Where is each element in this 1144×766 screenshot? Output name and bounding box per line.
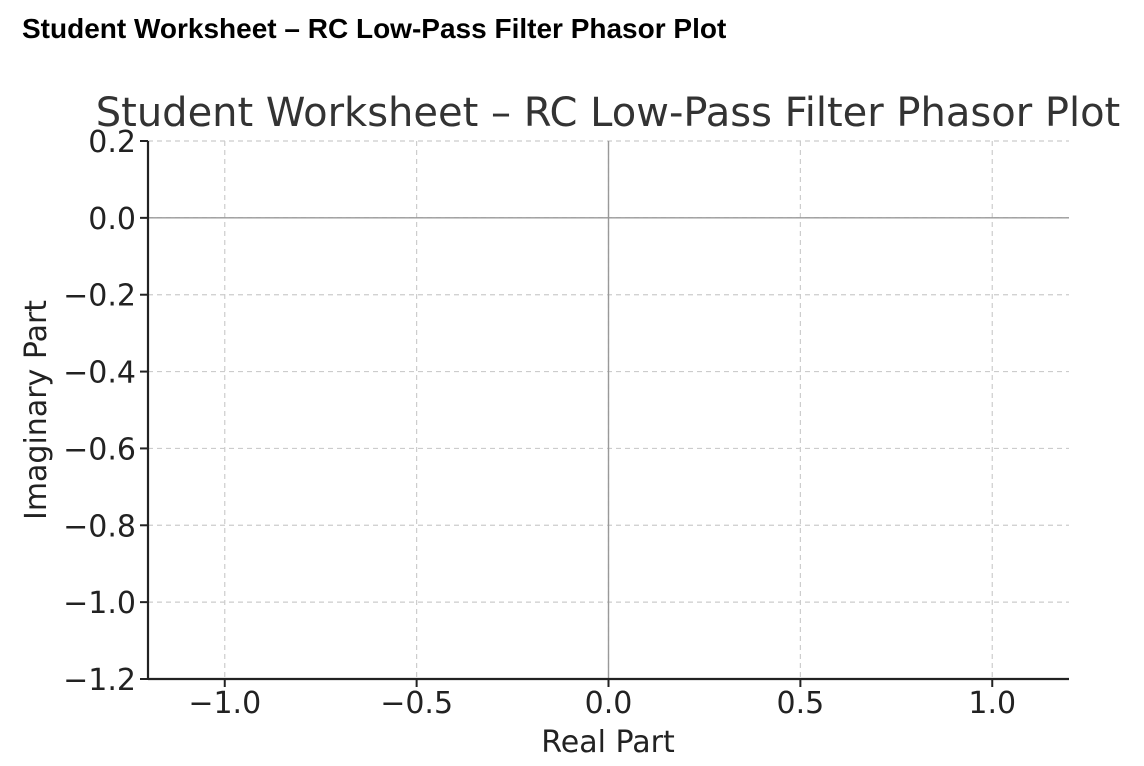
x-tick-labels: −1.0 −0.5 0.0 0.5 1.0 — [188, 686, 1016, 721]
x-tick-label: −0.5 — [380, 686, 453, 721]
chart-title: Student Worksheet – RC Low-Pass Filter P… — [96, 90, 1121, 136]
y-tick-label: −1.0 — [63, 586, 136, 621]
y-tick-label: −1.2 — [63, 663, 136, 698]
y-tick-label: −0.8 — [63, 509, 136, 544]
x-tick-label: −1.0 — [188, 686, 261, 721]
y-tick-label: 0.2 — [88, 125, 136, 160]
page-heading: Student Worksheet – RC Low-Pass Filter P… — [22, 13, 727, 44]
y-tick-label: −0.6 — [63, 432, 136, 467]
y-tick-label: 0.0 — [88, 202, 136, 237]
y-tick-label: −0.2 — [63, 279, 136, 314]
y-tick-label: −0.4 — [63, 356, 136, 391]
y-tick-labels: 0.2 0.0 −0.2 −0.4 −0.6 −0.8 −1.0 −1.2 — [63, 125, 136, 698]
x-tick-label: 1.0 — [968, 686, 1016, 721]
x-axis-label: Real Part — [541, 725, 675, 760]
x-tick-label: 0.0 — [585, 686, 633, 721]
reference-lines — [148, 141, 1069, 679]
y-axis-label: Imaginary Part — [19, 300, 54, 520]
axes — [140, 140, 1069, 687]
x-tick-label: 0.5 — [777, 686, 825, 721]
